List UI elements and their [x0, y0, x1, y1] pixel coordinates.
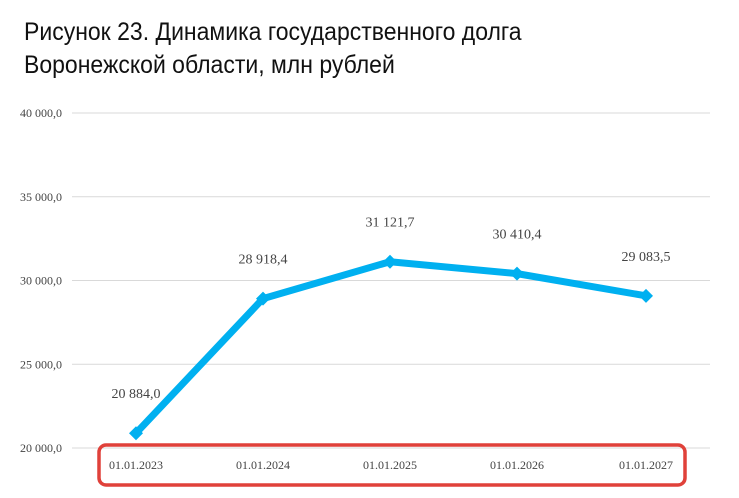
data-points: [129, 254, 653, 441]
y-axis-ticks: 20 000,0 25 000,0 30 000,0 35 000,0 40 000,0: [20, 106, 62, 455]
data-label: 29 083,5: [622, 250, 671, 265]
x-tick-label: 01.01.2024: [236, 458, 290, 472]
data-point: [256, 291, 270, 306]
data-point: [639, 288, 653, 303]
x-tick-label: 01.01.2023: [109, 458, 163, 472]
data-point: [383, 254, 397, 269]
data-label: 30 410,4: [493, 228, 542, 243]
data-point: [129, 426, 143, 441]
y-tick-label: 30 000,0: [20, 274, 62, 288]
data-label: 20 884,0: [112, 387, 161, 402]
y-tick-label: 20 000,0: [20, 441, 62, 455]
data-label: 28 918,4: [239, 253, 288, 268]
x-axis-ticks: 01.01.2023 01.01.2024 01.01.2025 01.01.2026…: [109, 458, 673, 472]
data-point: [510, 266, 524, 281]
data-label: 31 121,7: [366, 216, 415, 231]
highlight-box: [97, 443, 687, 487]
x-tick-label: 01.01.2027: [619, 458, 673, 472]
x-tick-label: 01.01.2025: [363, 458, 417, 472]
data-labels: 20 884,0 28 918,4 31 121,7 30 410,4 29 083,5: [112, 216, 671, 402]
gridlines: [72, 112, 710, 449]
chart-title: Рисунок 23. Динамика государственного до…: [24, 16, 668, 82]
chart-title-line-1: Рисунок 23. Динамика государственного до…: [24, 18, 522, 46]
x-tick-label: 01.01.2026: [490, 458, 544, 472]
y-tick-label: 25 000,0: [20, 357, 62, 371]
series-line: [132, 258, 650, 437]
y-tick-label: 35 000,0: [20, 190, 62, 204]
y-tick-label: 40 000,0: [20, 106, 62, 120]
chart-title-line-2: Воронежской области, млн рублей: [24, 51, 395, 79]
